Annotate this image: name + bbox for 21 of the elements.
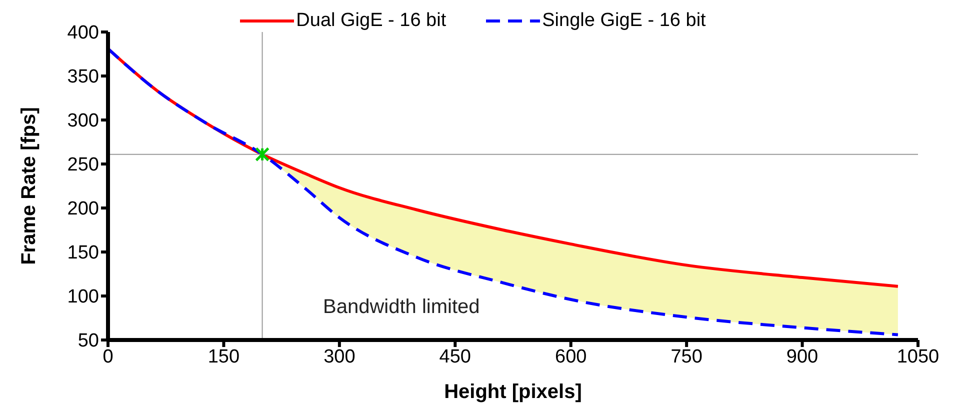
y-axis-title: Frame Rate [fps] bbox=[18, 107, 40, 265]
x-tick-label: 150 bbox=[208, 346, 240, 368]
x-tick-label: 750 bbox=[670, 346, 702, 368]
y-tick-label: 200 bbox=[67, 198, 99, 220]
y-tick-label: 400 bbox=[67, 22, 99, 44]
x-tick-label: 600 bbox=[555, 346, 587, 368]
x-tick-label: 0 bbox=[102, 346, 114, 368]
legend-label: Single GigE - 16 bit bbox=[542, 10, 706, 32]
annotation: Bandwidth limited bbox=[323, 296, 480, 319]
y-tick-label: 50 bbox=[78, 330, 99, 352]
x-tick-label: 300 bbox=[324, 346, 356, 368]
y-tick-label: 100 bbox=[67, 286, 99, 308]
x-tick-label: 900 bbox=[786, 346, 818, 368]
y-tick-label: 300 bbox=[67, 110, 99, 132]
x-axis-title: Height [pixels] bbox=[444, 381, 582, 403]
y-tick-label: 250 bbox=[67, 154, 99, 176]
x-tick-label: 450 bbox=[439, 346, 471, 368]
y-tick-label: 150 bbox=[67, 242, 99, 264]
legend-label: Dual GigE - 16 bit bbox=[296, 10, 446, 32]
x-tick-label: 1050 bbox=[896, 346, 940, 368]
y-tick-label: 350 bbox=[67, 66, 99, 88]
